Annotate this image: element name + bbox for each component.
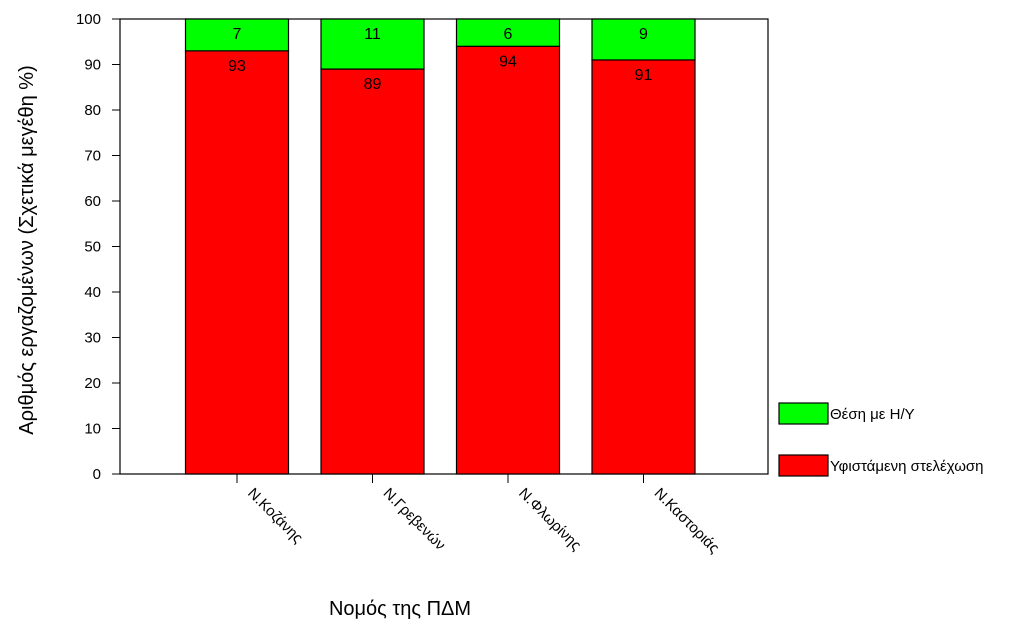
x-tick-label: Ν.Καστοριάς — [651, 485, 723, 557]
y-axis-title: Αριθμός εργαζομένων (Σχετικά μεγέθη %) — [16, 65, 38, 434]
y-tick-label: 50 — [84, 239, 101, 256]
bar-value-label: 6 — [504, 26, 513, 43]
bar-value-label: 93 — [228, 58, 246, 75]
y-tick-label: 90 — [84, 57, 101, 74]
y-tick-label: 70 — [84, 148, 101, 165]
y-tick-label: 40 — [84, 284, 101, 301]
bar-value-label: 11 — [364, 26, 381, 43]
bar-value-label: 91 — [635, 67, 653, 84]
bar-value-label: 9 — [639, 26, 648, 43]
bar-segment — [455, 45, 561, 475]
x-axis: Ν.Κοζάνης Ν.Γρεβενών Ν.Φλωρίνης Ν.Καστοριάς — [236, 474, 723, 557]
bar-segment — [455, 18, 561, 47]
bar-value-label: 89 — [364, 76, 382, 93]
x-tick-label: Ν.Φλωρίνης — [515, 485, 584, 554]
y-tick-label: 80 — [84, 102, 101, 119]
bar-value-label: 7 — [233, 26, 242, 43]
bar-value-label: 94 — [499, 53, 517, 70]
y-tick-label: 30 — [84, 330, 101, 347]
bar-segment — [320, 68, 425, 475]
y-tick-label: 0 — [93, 466, 101, 483]
bar-segment — [320, 18, 425, 70]
x-tick-label: Ν.Γρεβενών — [380, 485, 449, 554]
bar-segment — [184, 50, 290, 475]
legend-label: Θέση με Η/Υ — [830, 406, 915, 423]
y-tick-label: 60 — [84, 193, 101, 210]
x-axis-title: Νομός της ΠΔΜ — [329, 598, 471, 620]
bar-segment — [184, 18, 290, 52]
legend: Θέση με Η/Υ Υφιστάμενη στελέχωση — [778, 402, 984, 477]
bar-segment — [591, 59, 696, 475]
bars-group: 93 7 89 11 94 6 91 9 — [184, 18, 696, 475]
legend-swatch — [778, 454, 829, 477]
legend-swatch — [778, 402, 829, 425]
y-tick-label: 100 — [76, 11, 101, 28]
y-tick-label: 10 — [84, 421, 101, 438]
x-tick-label: Ν.Κοζάνης — [244, 485, 306, 547]
y-tick-label: 20 — [84, 375, 101, 392]
bar-segment — [591, 18, 696, 61]
legend-label: Υφιστάμενη στελέχωση — [830, 458, 984, 475]
y-axis: 0 10 20 30 40 50 60 70 80 90 100 — [76, 11, 120, 483]
